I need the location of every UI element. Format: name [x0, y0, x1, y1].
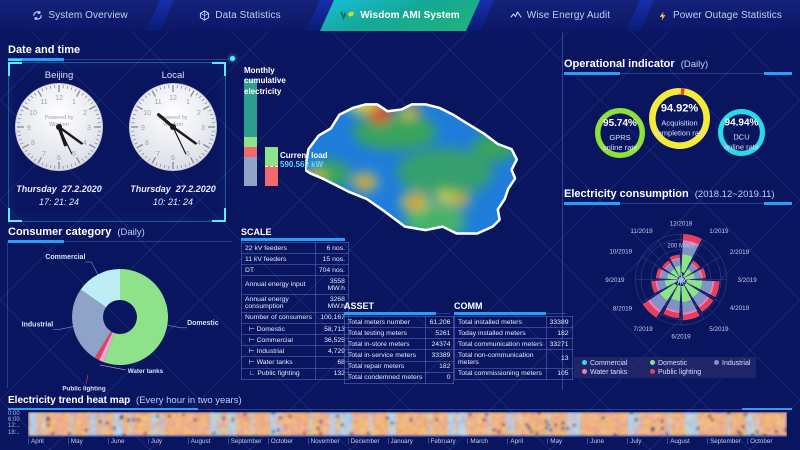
svg-text:8: 8 [145, 140, 149, 147]
svg-text:7: 7 [156, 151, 160, 158]
svg-text:10/2019: 10/2019 [609, 249, 632, 256]
svg-text:7: 7 [42, 151, 46, 158]
svg-text:9/2019: 9/2019 [605, 277, 625, 284]
svg-text:online rate: online rate [724, 143, 759, 152]
svg-text:11: 11 [154, 99, 161, 106]
svg-text:6: 6 [57, 155, 61, 162]
svg-text:12: 12 [55, 95, 63, 102]
svg-text:Water tanks: Water tanks [128, 368, 164, 375]
svg-text:Commercial: Commercial [45, 254, 85, 261]
svg-text:online rate: online rate [602, 143, 637, 152]
svg-text:5: 5 [72, 151, 76, 158]
svg-text:8/2019: 8/2019 [613, 305, 633, 312]
svg-text:4/2019: 4/2019 [730, 305, 750, 312]
svg-text:200 MW/h: 200 MW/h [667, 244, 694, 250]
svg-text:Acquisition: Acquisition [661, 119, 697, 128]
svg-text:4: 4 [197, 140, 201, 147]
svg-text:completion rate: completion rate [654, 129, 705, 138]
svg-text:2/2019: 2/2019 [730, 249, 750, 256]
svg-text:2: 2 [83, 110, 87, 117]
svg-text:2: 2 [197, 110, 201, 117]
svg-text:10: 10 [143, 110, 151, 117]
svg-text:Domestic: Domestic [187, 320, 219, 327]
svg-text:9: 9 [27, 125, 31, 132]
svg-text:Powered by: Powered by [44, 115, 73, 121]
svg-text:3: 3 [87, 125, 91, 132]
svg-text:6/2019: 6/2019 [671, 334, 691, 341]
svg-text:DCU: DCU [733, 133, 749, 142]
svg-text:12/2018: 12/2018 [670, 221, 693, 228]
svg-text:1: 1 [186, 99, 190, 106]
svg-text:1: 1 [72, 99, 76, 106]
svg-text:94.94%: 94.94% [725, 118, 759, 129]
svg-text:11: 11 [40, 99, 47, 106]
svg-text:10: 10 [29, 110, 37, 117]
svg-text:94.92%: 94.92% [661, 103, 699, 115]
svg-text:4: 4 [83, 140, 87, 147]
svg-text:95.74%: 95.74% [603, 118, 637, 129]
svg-text:6: 6 [171, 155, 175, 162]
svg-text:8: 8 [31, 140, 35, 147]
svg-text:11/2019: 11/2019 [630, 228, 653, 235]
svg-text:Public lighting: Public lighting [62, 386, 106, 393]
svg-text:7/2019: 7/2019 [633, 326, 653, 333]
svg-text:12: 12 [169, 95, 177, 102]
svg-text:3: 3 [201, 125, 205, 132]
svg-text:5: 5 [186, 151, 190, 158]
svg-text:9: 9 [141, 125, 145, 132]
svg-text:0 MW/h: 0 MW/h [672, 278, 691, 284]
svg-text:5/2019: 5/2019 [709, 326, 729, 333]
svg-text:1/2019: 1/2019 [709, 228, 729, 235]
svg-text:3/2019: 3/2019 [738, 277, 758, 284]
svg-text:Industrial: Industrial [22, 321, 54, 328]
svg-text:GPRS: GPRS [609, 133, 630, 142]
